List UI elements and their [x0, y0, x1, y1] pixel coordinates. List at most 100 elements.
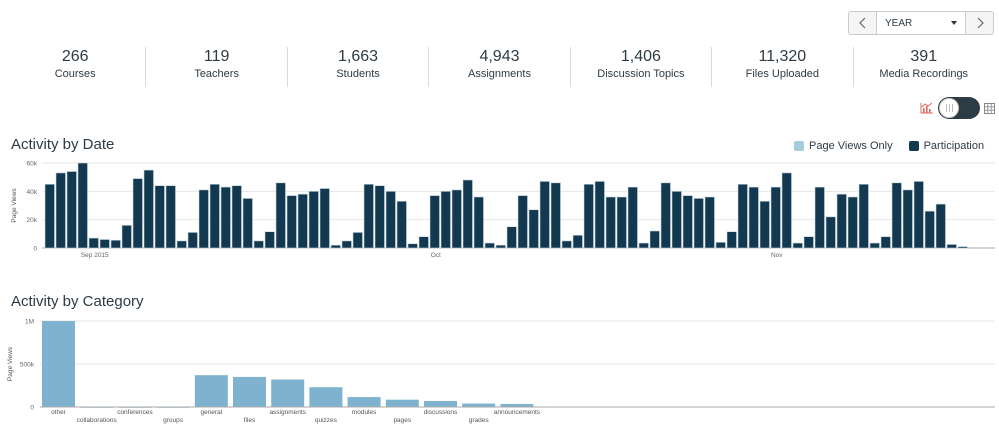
y-axis-label: Page Views [11, 188, 18, 223]
chart-table-switch[interactable] [938, 97, 980, 119]
date-bar [319, 188, 330, 249]
date-bar [341, 240, 352, 249]
date-bar [616, 196, 627, 249]
activity-by-date-title: Activity by Date [11, 136, 115, 153]
date-bar [418, 236, 429, 249]
stat-courses: 266 Courses [5, 47, 145, 87]
category-bar [424, 400, 457, 407]
chart-icon[interactable] [920, 102, 934, 114]
date-bar [110, 239, 121, 249]
date-bar [627, 186, 638, 249]
activity-by-category-chart: 0 500k 1M Page Views other collaborationsconf… [7, 319, 995, 424]
category-bar [42, 321, 75, 407]
date-bar [440, 191, 451, 249]
date-bar [594, 181, 605, 249]
previous-period-button[interactable] [849, 12, 876, 34]
date-bar [121, 225, 132, 249]
category-bar [194, 375, 228, 407]
date-bar [407, 243, 418, 249]
chevron-right-icon [977, 17, 984, 29]
category-label: quizzes [315, 417, 338, 424]
stat-teachers: 119 Teachers [145, 47, 286, 87]
x-tick-label: Sep 2015 [81, 252, 109, 259]
date-bar [726, 231, 737, 249]
date-bar [638, 242, 649, 249]
stat-value: 266 [61, 48, 89, 65]
date-bar [803, 236, 814, 249]
stat-label: Discussion Topics [597, 68, 685, 80]
date-bar [473, 196, 484, 249]
stat-media-recordings: 391 Media Recordings [852, 47, 994, 87]
date-bar [792, 242, 803, 249]
y-axis-label: Page Views [7, 346, 14, 381]
stat-label: Assignments [467, 68, 531, 80]
period-navigator: YEAR [848, 11, 994, 35]
date-bar [352, 232, 363, 249]
stat-value: 1,663 [338, 48, 379, 65]
date-bar [253, 240, 264, 249]
date-bar [880, 236, 891, 249]
legend-page-views-only[interactable]: Page Views Only [794, 140, 893, 152]
date-bar [957, 246, 968, 249]
date-bar [231, 185, 242, 249]
date-bar [330, 244, 341, 249]
stat-label: Students [336, 68, 380, 80]
switch-knob[interactable] [939, 98, 959, 118]
activity-by-category-title: Activity by Category [11, 293, 144, 310]
category-label: assignments [269, 409, 306, 416]
date-bar [561, 240, 572, 249]
date-bar [693, 198, 704, 249]
x-tick-label: Nov [771, 252, 783, 259]
category-label: discussions [424, 409, 458, 416]
stat-value: 4,943 [479, 48, 520, 65]
date-bar [583, 183, 594, 249]
category-bar [271, 379, 305, 407]
date-bar [495, 244, 506, 249]
y-tick-label: 60k [27, 161, 38, 168]
y-tick-label: 500k [20, 362, 35, 369]
date-bar [275, 182, 286, 249]
next-period-button[interactable] [966, 12, 993, 34]
date-bar [704, 196, 715, 249]
date-bar [539, 181, 550, 249]
date-bar [187, 232, 198, 249]
date-bar [506, 226, 517, 249]
stat-label: Files Uploaded [745, 68, 819, 80]
date-bar [385, 191, 396, 249]
stat-discussion-topics: 1,406 Discussion Topics [569, 47, 711, 87]
y-tick-label: 0 [33, 246, 37, 253]
caret-down-icon [951, 21, 957, 25]
table-grid-icon[interactable] [984, 102, 995, 114]
y-tick-label: 1M [25, 319, 34, 326]
date-bar [429, 195, 440, 249]
date-bar [264, 231, 275, 249]
legend-swatch [908, 141, 919, 151]
date-bar [143, 169, 154, 249]
y-tick-label: 40k [27, 189, 38, 196]
date-bar [242, 198, 253, 249]
date-bar [924, 210, 935, 249]
date-bar [935, 203, 946, 249]
date-bar [220, 186, 231, 249]
stat-label: Courses [54, 68, 96, 80]
stat-value: 119 [203, 48, 230, 65]
category-bar [309, 387, 343, 407]
category-bar [462, 403, 496, 407]
date-bar [165, 185, 176, 249]
activity-by-date-chart: 0 20k 40k 60k Page Views Sep 2015 Oct Nov [11, 161, 995, 259]
legend-label: Participation [923, 140, 985, 152]
date-bar [836, 193, 847, 249]
y-tick-label: 0 [30, 405, 34, 412]
date-bar [781, 172, 792, 249]
date-bar [649, 230, 660, 249]
date-bar [308, 191, 319, 249]
date-bar [286, 195, 297, 249]
date-bar [869, 242, 880, 249]
date-bar [748, 186, 759, 249]
date-bar [198, 189, 209, 249]
date-bar [484, 242, 495, 249]
period-select[interactable]: YEAR [876, 12, 966, 34]
date-bar [902, 189, 913, 249]
category-label: grades [469, 417, 490, 424]
legend-participation[interactable]: Participation [908, 140, 985, 152]
